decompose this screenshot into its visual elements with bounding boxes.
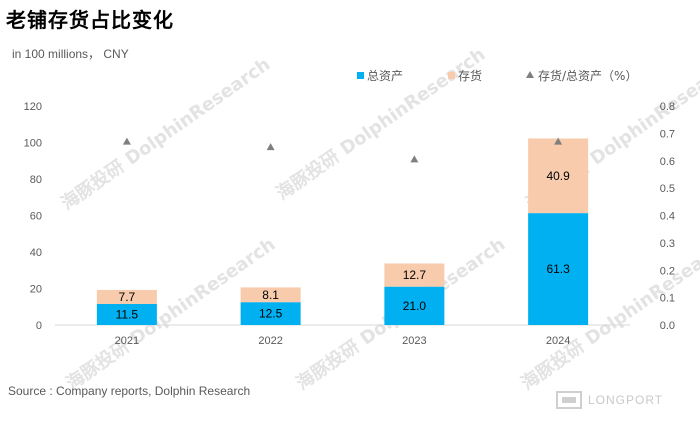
y-left-tick-label: 80 — [30, 174, 42, 186]
y-left-tick-label: 20 — [30, 284, 42, 296]
y-right-tick-label: 0.5 — [660, 183, 675, 195]
data-label-inventory: 40.9 — [546, 169, 570, 183]
x-tick-label: 2024 — [546, 335, 570, 347]
bar-inventory — [240, 287, 301, 303]
legend-label-ratio: 存货/总资产（%） — [538, 68, 637, 83]
ratio-point — [554, 137, 563, 145]
y-left-tick-label: 0 — [36, 320, 42, 332]
brand-name: LONGPORT — [588, 393, 664, 407]
legend-swatch-total-assets — [357, 72, 364, 79]
data-label-total-assets: 12.5 — [259, 307, 283, 321]
y-left-tick-label: 120 — [24, 101, 42, 113]
bar-inventory — [384, 263, 445, 287]
bar-inventory — [96, 289, 157, 305]
data-label-inventory: 8.1 — [262, 288, 279, 302]
ratio-point — [410, 155, 419, 163]
legend-swatch-ratio — [526, 71, 534, 78]
data-label-inventory: 7.7 — [119, 290, 136, 304]
y-right-tick-label: 0.0 — [660, 320, 675, 332]
y-right-tick-label: 0.3 — [660, 238, 675, 250]
data-label-total-assets: 61.3 — [546, 262, 570, 276]
y-left-tick-label: 40 — [30, 247, 42, 259]
ratio-point — [122, 137, 131, 145]
y-left-tick-label: 60 — [30, 211, 42, 223]
bar-total-assets — [96, 304, 157, 325]
bar-total-assets — [528, 213, 589, 325]
source-note: Source : Company reports, Dolphin Resear… — [8, 384, 251, 398]
brand-logo: LONGPORT — [556, 390, 663, 410]
y-right-tick-label: 0.1 — [660, 293, 675, 305]
data-label-inventory: 12.7 — [403, 268, 427, 282]
data-label-total-assets: 11.5 — [116, 308, 139, 322]
legend-swatch-inventory — [448, 72, 455, 79]
ratio-point — [266, 143, 275, 151]
data-label-total-assets: 21.0 — [403, 299, 427, 313]
page-title: 老铺存货占比变化 — [6, 8, 174, 32]
bar-total-assets — [384, 286, 445, 325]
x-tick-label: 2021 — [115, 335, 139, 347]
y-right-tick-label: 0.7 — [660, 128, 675, 140]
unit-label: in 100 millions， CNY — [12, 47, 129, 61]
y-right-tick-label: 0.4 — [660, 211, 675, 223]
y-left-tick-label: 100 — [24, 138, 42, 150]
y-right-tick-label: 0.2 — [660, 265, 675, 277]
bar-inventory — [528, 138, 589, 214]
legend-label-inventory: 存货 — [458, 68, 482, 83]
y-right-tick-label: 0.6 — [660, 156, 675, 168]
logo-icon — [556, 391, 582, 409]
y-right-tick-label: 0.8 — [660, 101, 675, 113]
x-tick-label: 2023 — [402, 335, 426, 347]
bar-total-assets — [240, 302, 301, 325]
legend-label-total-assets: 总资产 — [367, 69, 403, 83]
x-tick-label: 2022 — [258, 335, 282, 347]
